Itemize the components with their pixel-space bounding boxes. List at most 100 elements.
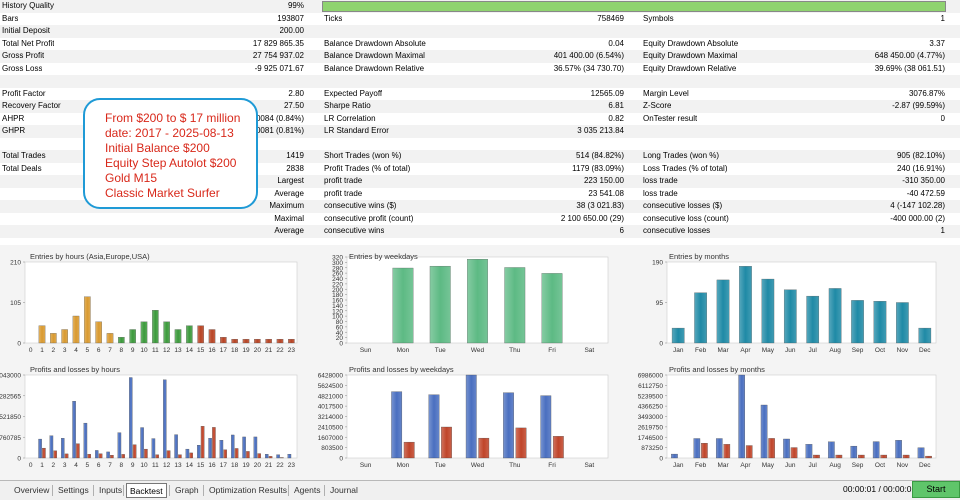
profit-bar	[287, 454, 292, 459]
tab-separator	[123, 485, 124, 496]
bar	[783, 289, 797, 344]
stat-label: Short Trades (won %)	[324, 151, 402, 160]
stat-label: Balance Drawdown Relative	[324, 63, 425, 73]
start-button[interactable]: Start	[912, 481, 960, 498]
bar	[129, 329, 136, 344]
tab-separator	[324, 485, 325, 496]
y-tick-label: 873250	[641, 445, 663, 452]
profit-bar	[428, 394, 440, 459]
loss-bar	[790, 447, 798, 459]
loss-bar	[121, 454, 125, 459]
stat-value: 905 (82.10%)	[896, 151, 945, 160]
tab-journal[interactable]: Journal	[330, 485, 358, 495]
loss-bar	[166, 450, 171, 459]
y-tick-label: 4821000	[318, 393, 344, 400]
x-tick-label: 3	[63, 347, 67, 354]
tab-settings[interactable]: Settings	[58, 485, 89, 495]
x-tick-label: 12	[163, 347, 171, 354]
x-tick-label: Wed	[471, 462, 485, 469]
tab-overview[interactable]: Overview	[14, 485, 50, 495]
stat-label: consecutive losses ($)	[643, 201, 723, 210]
stat-label: Equity Drawdown Maximal	[643, 51, 738, 60]
tab-graph[interactable]: Graph	[175, 485, 199, 495]
stat-value: 758469	[597, 13, 624, 23]
y-tick-label: 120	[332, 308, 343, 315]
tab-separator	[169, 485, 170, 496]
y-tick-label: 105	[10, 300, 21, 307]
tab-backtest[interactable]: Backtest	[126, 483, 167, 498]
stat-label: Equity Drawdown Relative	[643, 63, 737, 73]
x-tick-label: 20	[254, 462, 262, 469]
charts-svg: Entries by hours (Asia,Europe,USA)210105…	[0, 252, 937, 469]
y-tick-label: 280	[332, 265, 343, 272]
x-tick-label: 16	[208, 347, 216, 354]
x-tick-label: Sun	[360, 462, 372, 469]
profit-bar	[693, 438, 701, 459]
stats-row: Average profit trade 23 541.08 loss trade -4…	[0, 188, 960, 201]
x-tick-label: May	[762, 347, 775, 354]
loss-bar	[835, 454, 843, 459]
annotation-line: Gold M15	[105, 171, 158, 185]
x-tick-label: Nov	[897, 462, 909, 469]
profit-bar	[106, 451, 110, 459]
y-tick-label: 200	[332, 287, 343, 294]
x-tick-label: 8	[120, 347, 124, 354]
bar	[152, 310, 159, 344]
profit-bar	[129, 377, 133, 459]
loss-bar	[768, 438, 775, 459]
bar	[541, 273, 563, 344]
annotation-line: Classic Market Surfer	[105, 186, 220, 200]
x-tick-label: 4	[74, 347, 78, 354]
tab-inputs[interactable]: Inputs	[99, 485, 123, 495]
x-tick-label: Feb	[695, 462, 707, 469]
plot-area	[666, 261, 937, 344]
y-tick-label: 6428000	[318, 373, 344, 380]
stat-value: 240 (16.91%)	[896, 163, 945, 173]
loss-bar	[234, 448, 239, 459]
bar	[392, 267, 414, 344]
x-tick-label: Aug	[829, 347, 841, 354]
profit-bar	[174, 434, 178, 459]
profit-bar	[253, 436, 258, 459]
stat-value: 401 400.00 (6.54%)	[553, 51, 624, 60]
bar	[84, 296, 91, 344]
loss-bar	[268, 456, 273, 459]
loss-bar	[144, 448, 148, 459]
tab-agents[interactable]: Agents	[294, 485, 321, 495]
stats-row: Profit Factor 2.80 Expected Payoff 12565.09…	[0, 88, 960, 101]
x-tick-label: 16	[208, 462, 216, 469]
tab-separator	[288, 485, 289, 496]
history-quality-bar	[322, 1, 946, 12]
tab-separator	[52, 485, 53, 496]
chart-title: Entries by weekdays	[349, 252, 418, 261]
stat-value: 648 450.00 (4.77%)	[874, 51, 945, 60]
loss-bar	[212, 427, 216, 459]
chart-title: Profits and losses by months	[669, 365, 765, 374]
y-tick-label: 4282565	[0, 393, 21, 400]
x-tick-label: 13	[174, 462, 182, 469]
annotation-line: Initial Balance $200	[105, 141, 210, 155]
stat-value: 3.37	[929, 38, 945, 48]
loss-bar	[813, 454, 820, 459]
stat-value: 1	[940, 226, 945, 235]
x-tick-label: 22	[276, 462, 284, 469]
stat-value: 193807	[277, 13, 304, 23]
tab-optimization-results[interactable]: Optimization Results	[209, 485, 287, 495]
bar	[429, 265, 451, 344]
stat-label: Equity Drawdown Absolute	[643, 38, 739, 48]
x-tick-label: Oct	[875, 347, 885, 354]
y-tick-label: 3214000	[318, 414, 344, 421]
y-tick-label: 4017500	[318, 404, 344, 411]
stat-label: OnTester result	[643, 113, 698, 123]
stat-value: 4 (-147 102.28)	[890, 201, 945, 210]
y-tick-label: 6112750	[638, 383, 663, 390]
bar	[163, 321, 170, 344]
bar	[174, 329, 182, 344]
stats-row: Maximal consecutive profit (count) 2 100 6…	[0, 213, 960, 226]
x-tick-label: 7	[108, 462, 112, 469]
x-tick-label: Jun	[785, 347, 796, 354]
x-tick-label: 9	[131, 347, 135, 354]
stat-value: 3076.87%	[908, 88, 945, 98]
bar	[265, 338, 272, 344]
loss-bar	[110, 455, 114, 459]
